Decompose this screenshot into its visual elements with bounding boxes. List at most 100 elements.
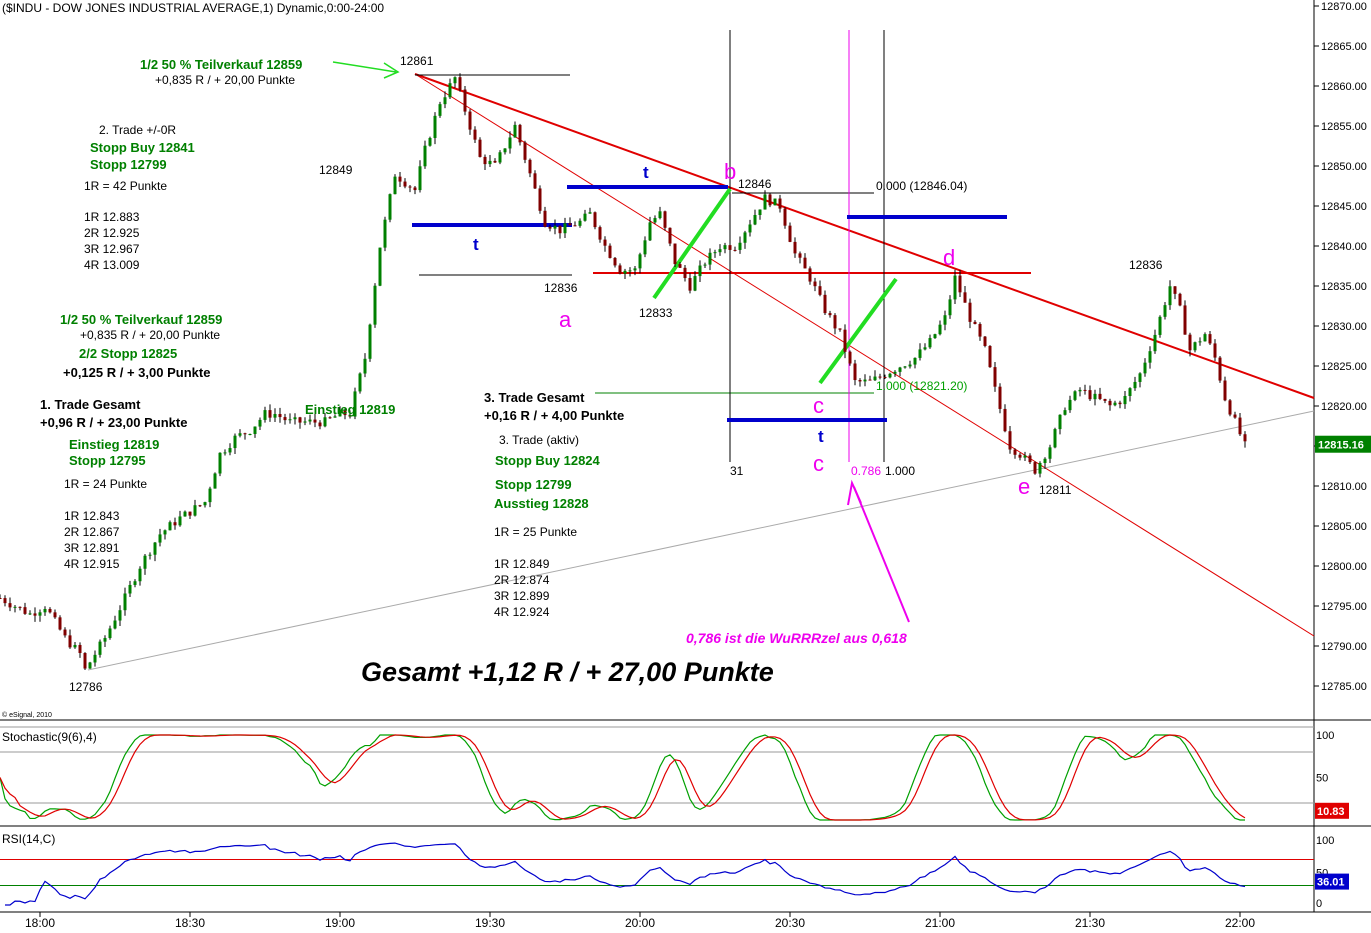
price-tick-label: 12800.00 [1321,561,1367,573]
candle-body [173,522,177,526]
candle-body [513,124,517,138]
candle-body [643,240,647,255]
candle-body [318,422,322,427]
candle-body [53,612,57,618]
candle-body [1223,380,1227,401]
candle-body [88,662,92,669]
candle-body [563,223,567,234]
candle-body [653,218,657,223]
stoch-tick-50: 50 [1316,773,1328,785]
candle-body [983,336,987,346]
candle-body [568,223,572,226]
candle-body [1088,390,1092,400]
rsi-tick-100: 100 [1316,835,1334,847]
candle-body [1033,462,1037,474]
candle-body [413,187,417,191]
copyright: © eSignal, 2010 [2,711,52,719]
candle-body [38,612,42,616]
candle-body [778,198,782,209]
candle-body [1038,462,1042,474]
price-tick-label: 12860.00 [1321,81,1367,93]
candle-body [1143,362,1147,374]
candle-body [468,111,472,130]
candle-body [298,417,302,423]
candle-body [978,324,982,337]
price-tick-label: 12840.00 [1321,241,1367,253]
candle-body [333,416,337,418]
candle-body [1128,388,1132,396]
candle-body [433,115,437,138]
candle-body [733,249,737,251]
trade1-4r: 4R 12.915 [64,557,120,571]
candle-body [503,148,507,153]
candle-body [933,334,937,339]
candle-body [1108,400,1112,406]
time-tick-label: 22:00 [1225,916,1255,930]
price-tick-label: 12845.00 [1321,201,1367,213]
candle-body [243,433,247,435]
candle-body [408,186,412,188]
wave-label-c1: c [813,393,824,418]
candle-body [8,603,12,608]
candle-body [548,226,552,229]
trade1-1r: 1R 12.843 [64,509,120,523]
candle-body [313,419,317,423]
candle-body [663,211,667,228]
candle-body [1083,389,1087,391]
candle-body [613,257,617,266]
candle-body [1118,402,1122,405]
candle-body [908,364,912,367]
wurzel-note: 0,786 ist die WuRRRzel aus 0,618 [686,630,907,646]
candle-body [813,281,817,287]
candle-body [268,410,272,418]
candle-body [3,598,7,604]
trade3-result: +0,16 R / + 4,00 Punkte [484,408,624,423]
trade2-1r: 1R 12.883 [84,210,140,224]
candle-body [133,581,137,585]
candle-body [188,511,192,516]
candle-body [708,252,712,265]
candle-body [283,417,287,421]
candle-body [853,363,857,381]
candle-body [713,252,717,254]
price-label-12811: 12811 [1039,483,1072,497]
trade1-result: +0,96 R / + 23,00 Punkte [40,415,187,430]
candle-body [1138,373,1142,382]
candle-body [968,302,972,322]
candle-body [363,358,367,374]
candle-body [953,275,957,300]
candle-body [693,276,697,291]
candle-body [993,367,997,387]
tv2-line3: 2/2 Stopp 12825 [79,346,177,361]
candle-body [788,225,792,242]
candle-body [368,324,372,359]
candle-body [208,488,212,503]
candle-body [1053,429,1057,448]
rsi-line [5,842,1246,906]
einstieg-mid: Einstieg 12819 [305,402,395,417]
candle-body [453,77,457,84]
time-tick-label: 21:00 [925,916,955,930]
candle-body [873,376,877,381]
candle-body [533,173,537,189]
stoch-last-box [1315,802,1349,819]
candle-body [138,568,142,582]
support-trendline [87,410,1315,671]
candle-body [633,268,637,271]
trendline-upper [414,73,1315,399]
price-label-12849: 12849 [319,163,353,177]
candle-body [858,380,862,382]
candle-body [293,417,297,420]
candle-body [1073,391,1077,400]
wave-label-b: b [724,159,736,184]
candle-body [1113,402,1117,406]
time-tick-label: 21:30 [1075,916,1105,930]
rsi-last-box [1315,873,1349,890]
candle-body [218,452,222,474]
candle-body [918,349,922,358]
candle-body [278,414,282,418]
trade2-title: 2. Trade +/-0R [99,123,176,137]
fib-label-31: 31 [730,464,744,478]
candle-body [798,253,802,258]
